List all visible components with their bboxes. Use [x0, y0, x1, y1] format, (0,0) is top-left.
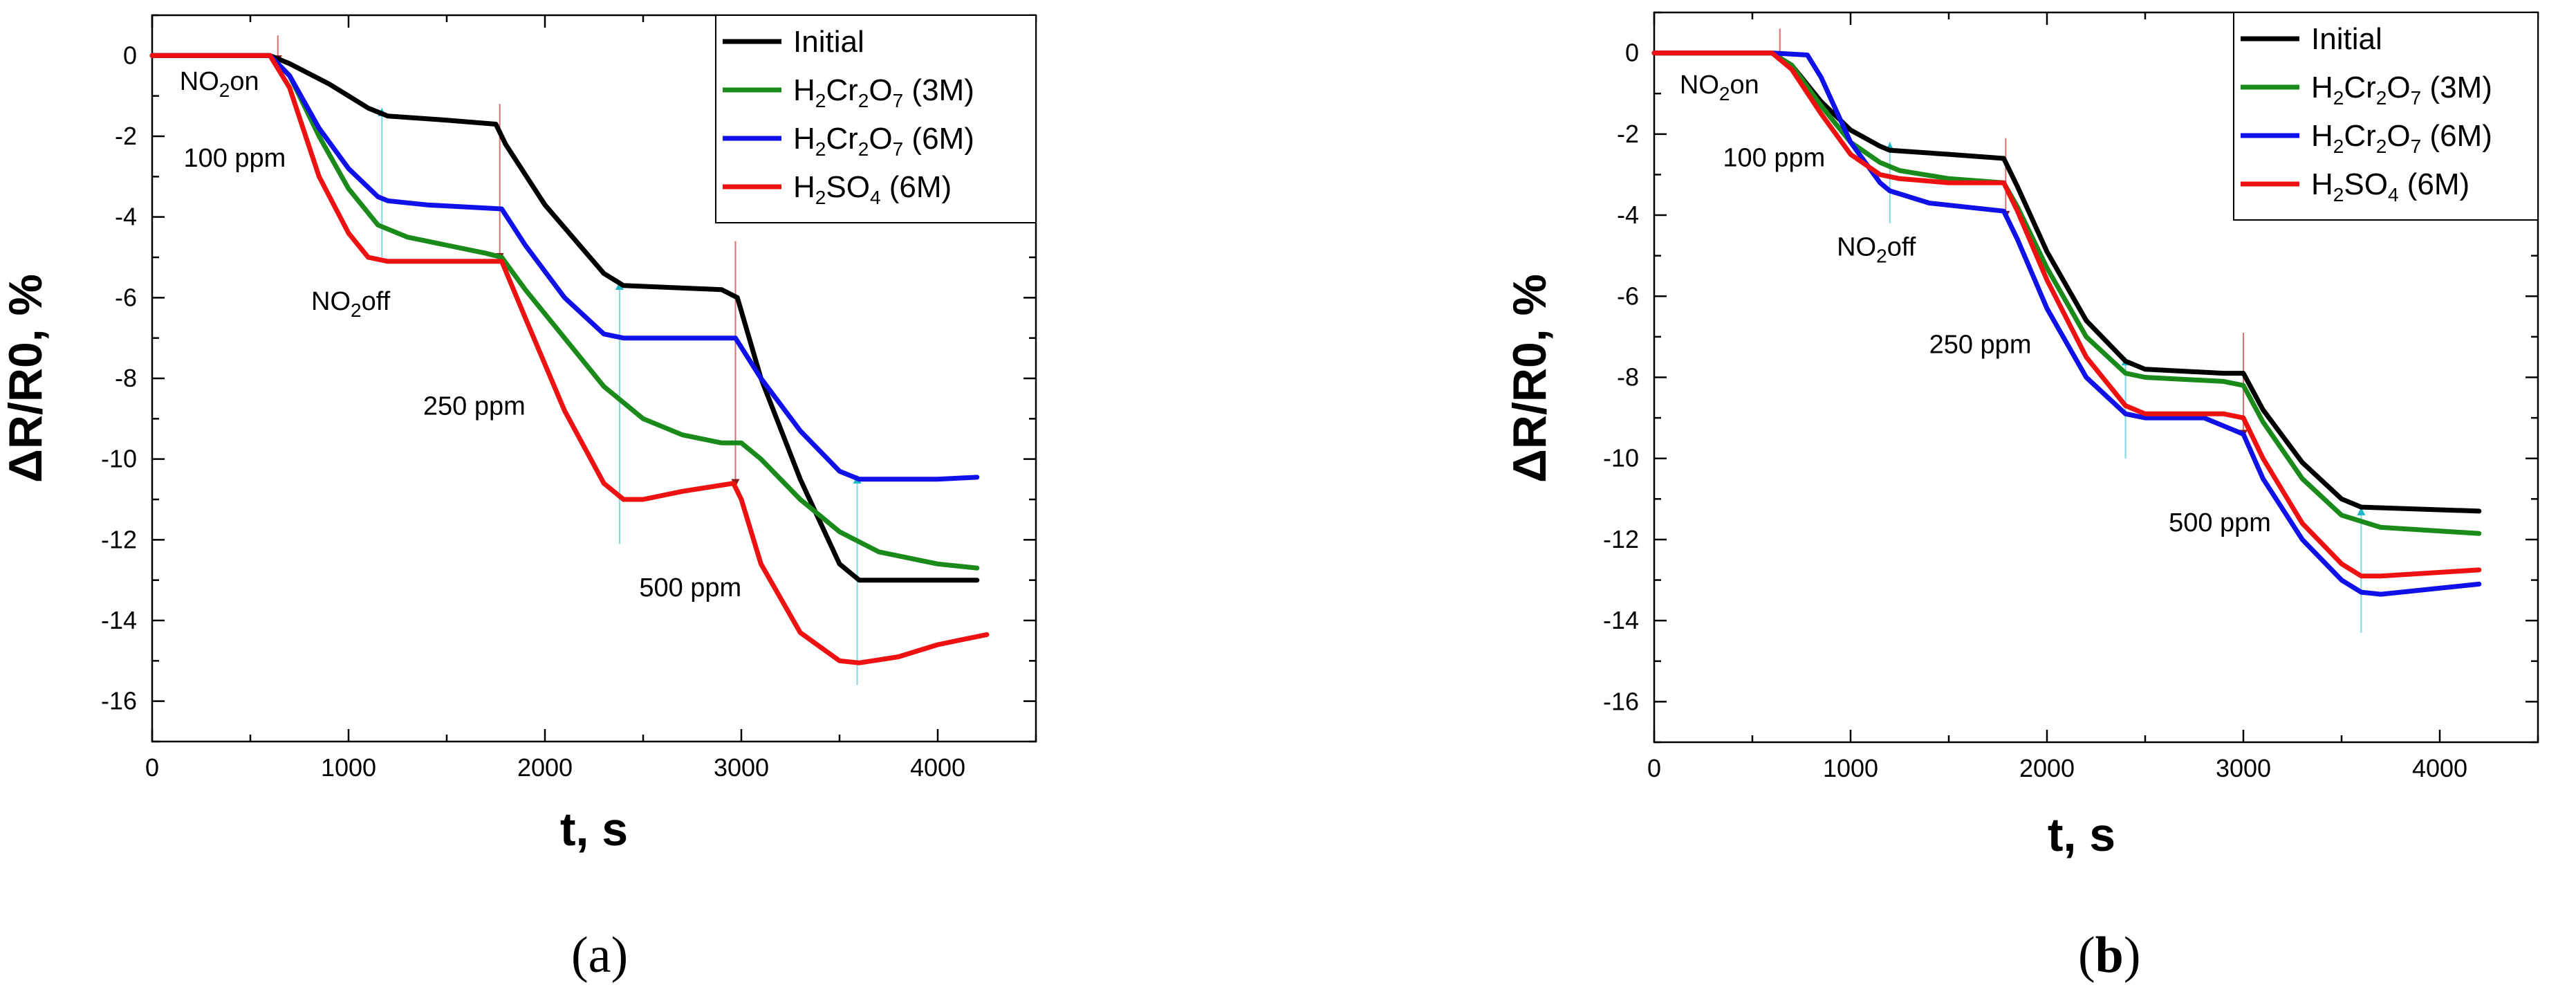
y-tick-label: -14 — [101, 606, 137, 634]
legend-entry-1: Initial — [793, 25, 864, 59]
series-line-2 — [1651, 50, 2482, 536]
y-tick-label: -16 — [101, 687, 137, 715]
x-tick-label: 1000 — [321, 753, 376, 782]
y-tick-label: -16 — [1603, 687, 1639, 715]
x-tick-label: 3000 — [2216, 754, 2271, 782]
legend-entry-3: H2Cr2O7 (6M) — [793, 122, 974, 160]
chart-panel-a: 0 1000 2000 3000 4000 0 -2 -4 -6 -8 -10 -12 -14 -16 t,… — [0, 14, 1037, 984]
annotation-label: 500 ppm — [2169, 508, 2271, 537]
y-tick-label: -10 — [1603, 444, 1639, 472]
y-tick-label: -10 — [101, 445, 137, 473]
y-tick-label: -6 — [1617, 282, 1639, 310]
y-tick-label: -14 — [1603, 606, 1639, 634]
annotation-label: 500 ppm — [639, 573, 741, 602]
annotation-label: 250 ppm — [1929, 330, 2032, 359]
y-tick-label: 0 — [1625, 39, 1639, 67]
annotation-label: NO2on — [180, 67, 259, 101]
series-line-1 — [1651, 50, 2482, 514]
y-tick-label: 0 — [123, 41, 137, 69]
series-line-3 — [149, 53, 980, 482]
y-tick-label: -4 — [1617, 201, 1639, 229]
x-tick-label: 2000 — [517, 753, 573, 782]
legend-entry-2: H2Cr2O7 (3M) — [793, 73, 974, 111]
marker-arrow-up — [2357, 507, 2366, 516]
y-tick-label: -12 — [1603, 525, 1639, 553]
x-axis-title: t, s — [2048, 809, 2115, 861]
legend-entry-4: H2SO4 (6M) — [793, 170, 952, 208]
series-line-4 — [1651, 50, 2482, 579]
panel-label: (b) — [2078, 927, 2140, 984]
x-tick-label: 1000 — [1823, 754, 1878, 782]
x-axis-title: t, s — [560, 803, 628, 856]
legend-entry-2: H2Cr2O7 (3M) — [2311, 71, 2492, 109]
panel-label: (a) — [571, 927, 628, 984]
series-line-3 — [1651, 50, 2482, 597]
annotation-label: NO2off — [1837, 233, 1916, 267]
annotation-label: NO2off — [311, 287, 391, 321]
x-tick-label: 3000 — [714, 753, 769, 782]
x-tick-label: 0 — [145, 753, 159, 782]
legend-entry-4: H2SO4 (6M) — [2311, 167, 2470, 205]
annotation-label: NO2on — [1680, 71, 1759, 104]
legend-entry-1: Initial — [2311, 22, 2382, 56]
y-tick-label: -12 — [101, 525, 137, 553]
y-tick-label: -2 — [1617, 120, 1639, 148]
y-axis-title: ΔR/R0, % — [0, 274, 52, 483]
series-line-2 — [149, 53, 980, 571]
x-tick-label: 2000 — [2019, 754, 2075, 782]
y-tick-label: -6 — [115, 283, 137, 311]
y-tick-label: -4 — [115, 203, 137, 231]
chart-panel-b: 0 1000 2000 3000 4000 0 -2 -4 -6 -8 -10 -12 -14 -16 t,… — [1503, 11, 2539, 984]
y-tick-label: -8 — [115, 364, 137, 392]
series-line-1 — [149, 53, 980, 583]
x-tick-label: 0 — [1647, 754, 1661, 782]
x-tick-label: 4000 — [2412, 754, 2467, 782]
legend-entry-3: H2Cr2O7 (6M) — [2311, 119, 2492, 157]
series-line-4 — [149, 53, 990, 665]
y-tick-label: -8 — [1617, 363, 1639, 392]
annotation-label: 100 ppm — [1723, 144, 1825, 173]
y-axis-title: ΔR/R0, % — [1503, 274, 1556, 483]
y-tick-label: -2 — [115, 122, 137, 150]
annotation-label: 250 ppm — [423, 392, 526, 421]
annotation-label: 100 ppm — [183, 144, 286, 173]
x-tick-label: 4000 — [910, 753, 965, 782]
